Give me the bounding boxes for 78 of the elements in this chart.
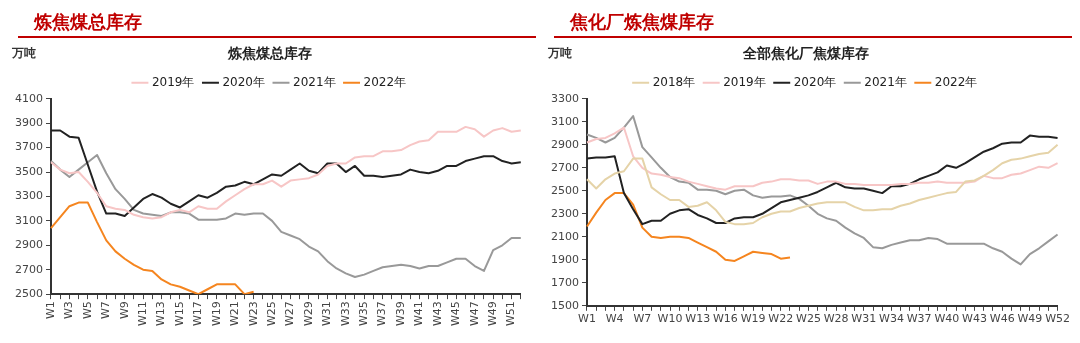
x-tick-label: W19	[209, 301, 223, 326]
x-tick-label: W31	[320, 301, 334, 326]
legend-label: 2020年	[793, 74, 837, 89]
y-tick-label: 2500	[14, 286, 43, 300]
chart-subtitle: 炼焦煤总库存	[227, 45, 312, 62]
y-tick-label: 3300	[550, 91, 579, 105]
x-tick-label: W45	[449, 301, 463, 326]
legend-label: 2019年	[151, 74, 195, 89]
y-tick-label: 4100	[14, 91, 43, 105]
x-tick-label: W5	[80, 301, 94, 319]
x-tick-label: W13	[154, 301, 168, 326]
y-tick-label: 3300	[14, 189, 43, 203]
x-tick-label: W4	[605, 312, 624, 326]
y-tick-label: 3700	[14, 140, 43, 154]
legend-label: 2022年	[363, 74, 407, 89]
y-tick-label: 1700	[550, 275, 579, 289]
x-tick-label: W43	[962, 312, 987, 326]
x-tick-label: W51	[504, 301, 518, 326]
y-tick-label: 2100	[550, 229, 579, 243]
x-tick-label: W41	[412, 301, 426, 326]
y-tick-label: 3500	[14, 164, 43, 178]
x-tick-label: W16	[712, 312, 738, 326]
x-tick-label: W1	[43, 301, 57, 319]
x-tick-label: W3	[62, 301, 76, 319]
x-tick-label: W33	[338, 301, 352, 326]
x-tick-label: W19	[740, 312, 766, 326]
x-tick-label: W11	[135, 301, 149, 326]
x-tick-label: W25	[264, 301, 278, 326]
chart-title: 焦化厂炼焦煤库存	[568, 10, 715, 34]
y-tick-label: 3900	[14, 116, 43, 130]
y-tick-label: 3100	[550, 114, 579, 128]
x-tick-label: W1	[578, 312, 596, 326]
y-tick-label: 3100	[14, 213, 43, 227]
legend-label: 2018年	[652, 74, 696, 89]
y-tick-label: 2700	[550, 160, 579, 174]
x-tick-label: W40	[934, 312, 960, 326]
x-tick-label: W17	[191, 301, 205, 326]
x-tick-label: W21	[228, 301, 242, 326]
x-tick-label: W23	[246, 301, 260, 326]
x-tick-label: W15	[172, 301, 186, 326]
x-tick-label: W37	[906, 312, 932, 326]
chart-subtitle: 全部焦化厂焦煤库存	[742, 45, 869, 62]
y-tick-label: 2500	[550, 183, 579, 197]
legend-label: 2022年	[934, 74, 978, 89]
legend-label: 2021年	[864, 74, 907, 89]
y-axis-title: 万吨	[547, 46, 572, 61]
x-tick-label: W22	[768, 312, 794, 326]
x-tick-label: W31	[851, 312, 877, 326]
x-tick-label: W29	[301, 301, 315, 326]
x-tick-label: W13	[685, 312, 711, 326]
y-tick-label: 2900	[14, 238, 43, 252]
legend-label: 2019年	[723, 74, 766, 89]
x-tick-label: W9	[117, 301, 131, 319]
y-tick-label: 1900	[550, 252, 579, 266]
x-tick-label: W10	[657, 312, 683, 326]
x-tick-label: W49	[486, 301, 500, 326]
x-tick-label: W7	[99, 301, 113, 319]
y-tick-label: 2700	[14, 262, 43, 276]
x-tick-label: W35	[357, 301, 371, 326]
y-tick-label: 2900	[550, 137, 579, 151]
x-tick-label: W7	[633, 312, 652, 326]
legend-label: 2020年	[222, 74, 266, 89]
legend-label: 2021年	[293, 74, 336, 89]
x-tick-label: W47	[467, 301, 481, 326]
x-tick-label: W28	[823, 312, 849, 326]
y-tick-label: 1500	[550, 298, 579, 312]
chart-title: 炼焦煤总库存	[33, 10, 143, 34]
x-tick-label: W46	[989, 312, 1015, 326]
x-tick-label: W49	[1017, 312, 1043, 326]
x-tick-label: W43	[430, 301, 444, 326]
y-axis-title: 万吨	[11, 46, 36, 61]
x-tick-label: W39	[393, 301, 407, 326]
x-tick-label: W27	[283, 301, 297, 326]
y-tick-label: 2300	[550, 206, 579, 220]
x-tick-label: W37	[375, 301, 389, 326]
x-tick-label: W52	[1045, 312, 1070, 326]
x-tick-label: W34	[879, 312, 904, 326]
x-tick-label: W25	[796, 312, 821, 326]
